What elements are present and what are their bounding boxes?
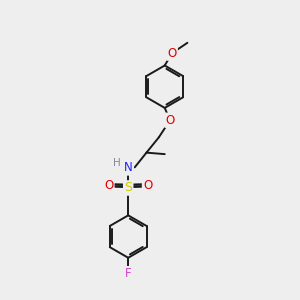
- Text: O: O: [143, 179, 152, 192]
- Text: O: O: [167, 46, 177, 60]
- Text: O: O: [104, 179, 113, 192]
- Text: S: S: [124, 182, 132, 194]
- Text: H: H: [112, 158, 120, 168]
- Text: F: F: [125, 267, 131, 280]
- Text: N: N: [124, 161, 133, 175]
- Text: O: O: [165, 114, 175, 127]
